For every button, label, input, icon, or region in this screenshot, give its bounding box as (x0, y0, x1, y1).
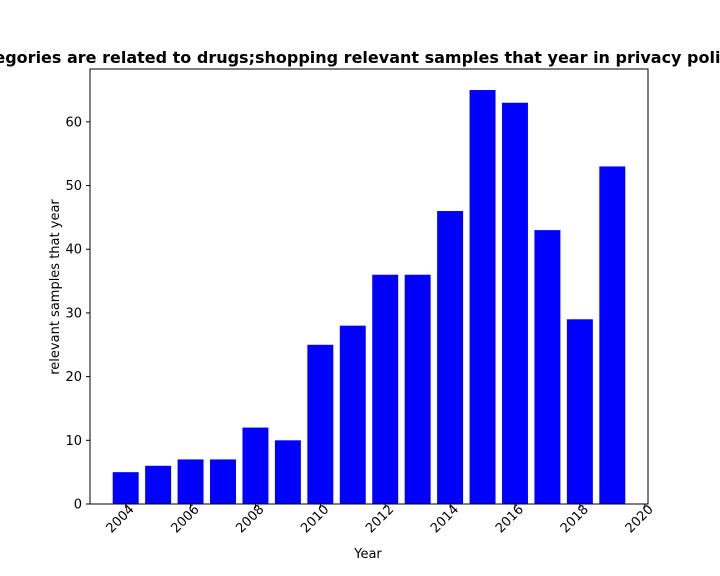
bar-2004 (112, 472, 139, 504)
bar-2007 (210, 459, 236, 504)
bar-2015 (469, 90, 496, 505)
y-tick-label: 20 (65, 370, 82, 385)
x-tick-label: 2004 (104, 502, 138, 536)
x-tick-label: 2006 (169, 502, 203, 536)
y-tick-label: 0 (74, 498, 82, 513)
chart-title: Categories are related to drugs;shopping… (0, 48, 720, 67)
y-tick-label: 40 (65, 243, 82, 258)
x-axis-label: Year (353, 547, 382, 562)
bar-2008 (242, 427, 269, 504)
bar-2018 (566, 319, 593, 504)
plot-frame (89, 68, 649, 505)
bar-2005 (145, 465, 172, 504)
x-tick-label: 2018 (558, 502, 592, 536)
bar-2014 (437, 211, 464, 504)
bar-2019 (599, 166, 626, 504)
x-tick-label: 2012 (363, 502, 397, 536)
y-tick-label: 10 (65, 434, 82, 449)
y-tick-label: 60 (65, 115, 82, 130)
x-tick-label: 2014 (428, 502, 462, 536)
bar-2016 (502, 102, 528, 504)
x-tick-label: 2008 (233, 502, 267, 536)
plot-area: 2004 2006 2008 2010 2012 2014 2016 2018 2020 0 10 2… (65, 68, 657, 536)
y-tick-label: 50 (65, 179, 82, 194)
y-axis-label: relevant samples that year (48, 199, 63, 375)
bar-2012 (372, 274, 399, 504)
bar-2011 (339, 325, 366, 504)
bar-2013 (404, 274, 431, 504)
bar-2009 (274, 440, 301, 504)
x-tick-label: 2020 (623, 502, 657, 536)
bar-2006 (177, 459, 204, 504)
bar-2010 (307, 344, 334, 504)
x-tick-label: 2016 (493, 502, 527, 536)
y-tick-label: 30 (65, 306, 82, 321)
bar-2017 (534, 230, 561, 504)
x-tick-label: 2010 (298, 502, 332, 536)
